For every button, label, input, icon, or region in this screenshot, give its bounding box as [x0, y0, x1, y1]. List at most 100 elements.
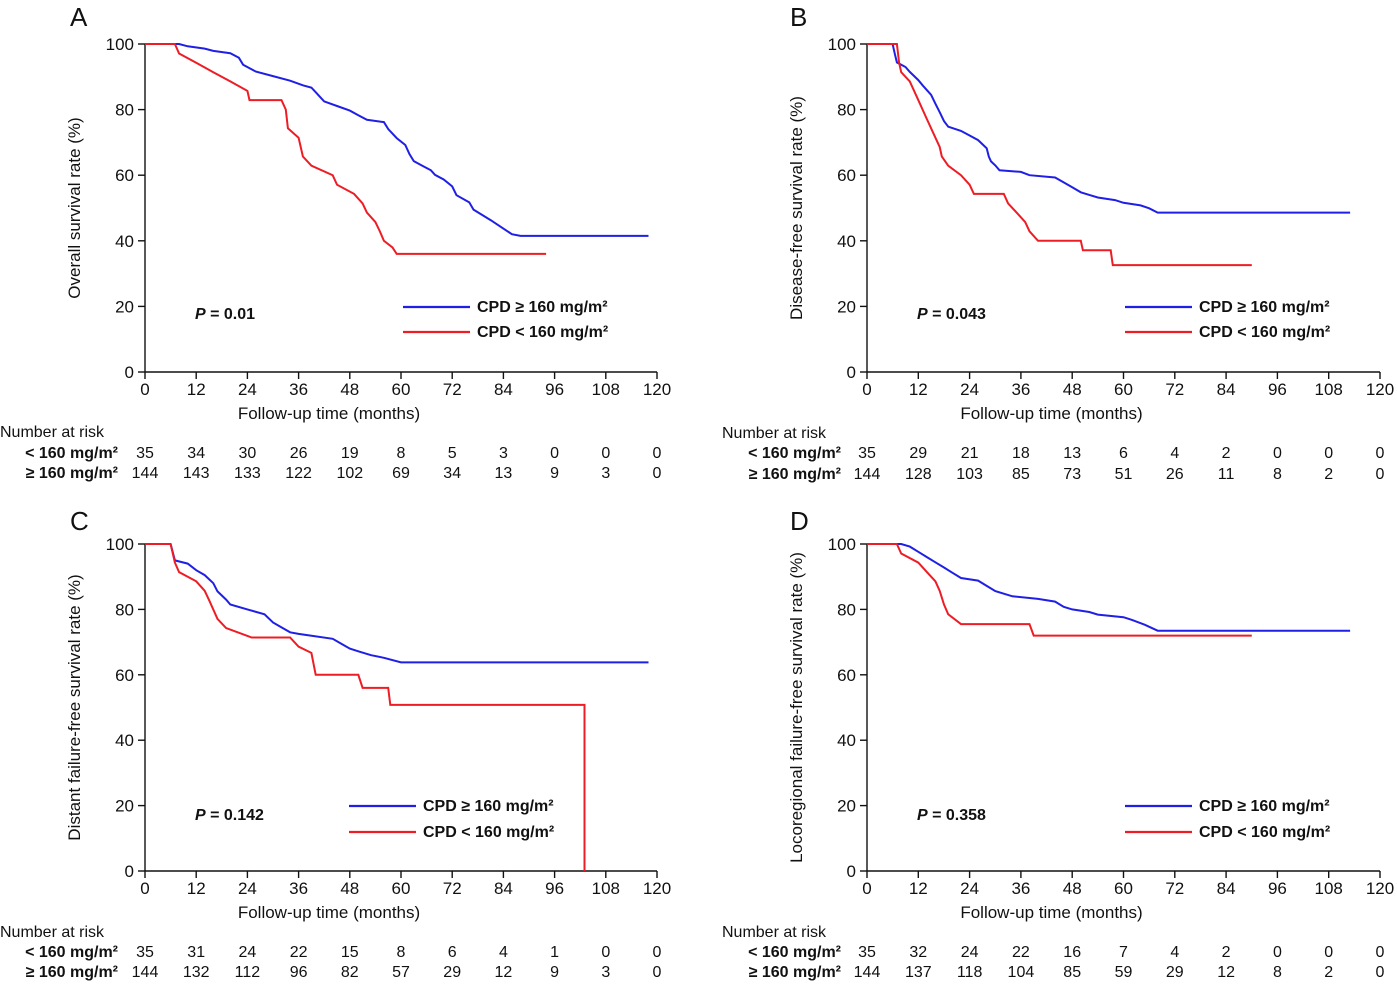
series-line-cpd-high — [867, 43, 1351, 214]
y-tick-label: 40 — [115, 731, 134, 750]
risk-value: 51 — [1115, 466, 1133, 483]
risk-table-title: Number at risk — [0, 424, 105, 441]
y-tick-label: 60 — [837, 166, 856, 185]
x-tick-label: 84 — [494, 879, 513, 898]
risk-value: 0 — [601, 445, 610, 462]
risk-value: 0 — [550, 445, 559, 462]
risk-value: 2 — [1324, 466, 1333, 483]
x-tick-label: 48 — [340, 380, 359, 399]
panel-label: C — [70, 506, 89, 536]
p-value: P = 0.142 — [195, 807, 264, 824]
risk-value: 137 — [905, 964, 932, 981]
y-tick-label: 40 — [837, 731, 856, 750]
x-tick-label: 120 — [1366, 879, 1394, 898]
legend-entry: CPD < 160 mg/m² — [1199, 824, 1330, 841]
risk-value: 0 — [1376, 944, 1385, 961]
risk-value: 3 — [601, 964, 610, 981]
risk-value: 104 — [1008, 964, 1035, 981]
x-tick-label: 24 — [238, 380, 257, 399]
y-tick-label: 60 — [115, 166, 134, 185]
x-tick-label: 0 — [862, 879, 871, 898]
y-tick-label: 60 — [837, 666, 856, 685]
legend-entry: CPD ≥ 160 mg/m² — [477, 299, 608, 316]
x-tick-label: 0 — [862, 380, 871, 399]
risk-value: 85 — [1063, 964, 1081, 981]
risk-value: 26 — [1166, 466, 1184, 483]
x-tick-label: 96 — [1268, 380, 1287, 399]
series-line-cpd-low — [867, 543, 1252, 637]
y-tick-label: 100 — [106, 535, 134, 554]
p-value: P = 0.01 — [195, 306, 255, 323]
risk-value: 0 — [1376, 964, 1385, 981]
y-tick-label: 0 — [847, 862, 856, 881]
x-tick-label: 12 — [909, 879, 928, 898]
risk-value: 13 — [495, 465, 513, 482]
x-tick-label: 48 — [1063, 879, 1082, 898]
risk-value: 7 — [1119, 944, 1128, 961]
risk-row-label: ≥ 160 mg/m² — [749, 466, 841, 483]
legend-entry: CPD ≥ 160 mg/m² — [1199, 299, 1330, 316]
y-tick-label: 80 — [115, 101, 134, 120]
risk-value: 96 — [290, 964, 308, 981]
risk-row-label: ≥ 160 mg/m² — [26, 964, 118, 981]
x-tick-label: 108 — [592, 879, 620, 898]
x-tick-label: 24 — [960, 879, 979, 898]
legend-entry: CPD ≥ 160 mg/m² — [1199, 798, 1330, 815]
risk-value: 0 — [653, 465, 662, 482]
risk-value: 132 — [183, 964, 210, 981]
x-tick-label: 60 — [1114, 879, 1133, 898]
risk-value: 0 — [653, 944, 662, 961]
risk-row-label: < 160 mg/m² — [25, 445, 118, 462]
panel-label: A — [70, 2, 88, 32]
y-axis-label: Locoregional failure-free survival rate … — [787, 552, 806, 863]
x-axis-label: Follow-up time (months) — [238, 404, 420, 423]
y-axis-label: Disease-free survival rate (%) — [787, 96, 806, 320]
risk-value: 35 — [858, 445, 876, 462]
x-tick-label: 96 — [545, 879, 564, 898]
risk-value: 0 — [653, 445, 662, 462]
x-tick-label: 60 — [392, 380, 411, 399]
panel-label: B — [790, 2, 807, 32]
risk-value: 29 — [1166, 964, 1184, 981]
series-line-cpd-high — [867, 543, 1351, 632]
risk-value: 57 — [392, 964, 410, 981]
x-tick-label: 84 — [1217, 879, 1236, 898]
risk-value: 4 — [499, 944, 508, 961]
risk-value: 30 — [239, 445, 257, 462]
risk-value: 73 — [1063, 466, 1081, 483]
legend-entry: CPD < 160 mg/m² — [477, 324, 608, 341]
risk-value: 29 — [443, 964, 461, 981]
p-value: P = 0.358 — [917, 807, 986, 824]
risk-value: 35 — [136, 944, 154, 961]
series-line-cpd-high — [145, 543, 649, 664]
x-tick-label: 108 — [1315, 879, 1343, 898]
risk-value: 34 — [187, 445, 205, 462]
risk-value: 122 — [285, 465, 312, 482]
x-tick-label: 12 — [909, 380, 928, 399]
series-line-cpd-low — [867, 43, 1252, 267]
risk-value: 13 — [1063, 445, 1081, 462]
y-axis-label: Overall survival rate (%) — [65, 117, 84, 298]
risk-value: 144 — [132, 964, 159, 981]
risk-value: 12 — [495, 964, 513, 981]
legend-entry: CPD ≥ 160 mg/m² — [423, 798, 554, 815]
y-tick-label: 80 — [837, 101, 856, 120]
series-line-cpd-high — [145, 43, 649, 237]
legend-entry: CPD < 160 mg/m² — [1199, 324, 1330, 341]
y-tick-label: 100 — [828, 35, 856, 54]
risk-value: 2 — [1222, 944, 1231, 961]
x-tick-label: 60 — [1114, 380, 1133, 399]
y-tick-label: 40 — [837, 232, 856, 251]
risk-value: 18 — [1012, 445, 1030, 462]
x-tick-label: 12 — [187, 380, 206, 399]
risk-value: 112 — [235, 964, 261, 981]
y-tick-label: 80 — [115, 600, 134, 619]
x-tick-label: 108 — [1315, 380, 1343, 399]
y-tick-label: 20 — [837, 797, 856, 816]
risk-value: 118 — [957, 964, 983, 981]
risk-value: 35 — [858, 944, 876, 961]
risk-value: 8 — [397, 445, 406, 462]
risk-value: 22 — [290, 944, 308, 961]
